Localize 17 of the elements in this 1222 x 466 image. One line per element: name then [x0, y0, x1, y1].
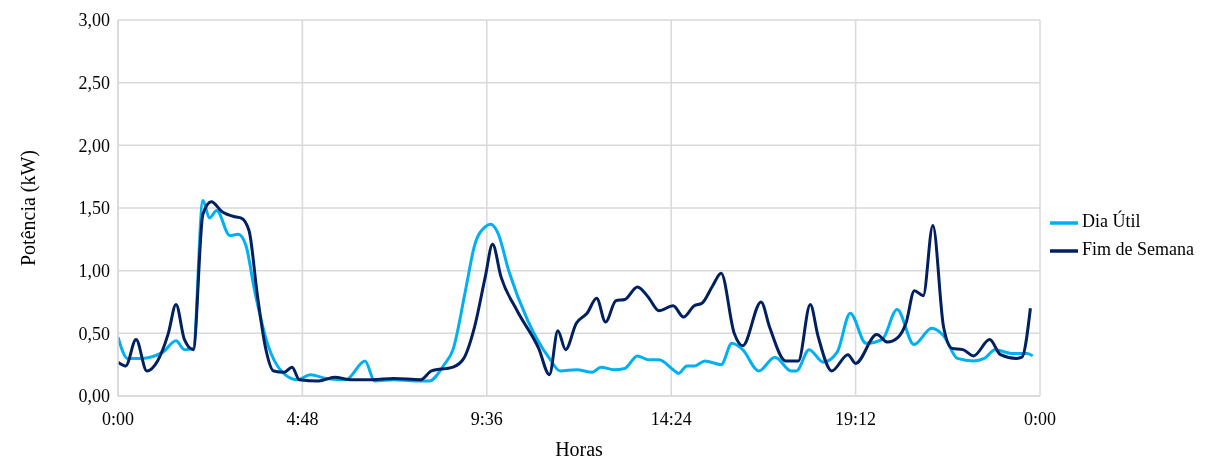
y-tick-label: 2,00 [78, 135, 110, 156]
y-tick-label: 0,00 [78, 386, 110, 407]
x-tick-label: 9:36 [470, 408, 503, 429]
y-tick-label: 2,50 [78, 73, 110, 94]
y-tick-label: 0,50 [78, 323, 110, 344]
y-tick-label: 1,50 [78, 198, 110, 219]
x-tick-label: 0:00 [1024, 408, 1057, 429]
x-tick-label: 4:48 [286, 408, 319, 429]
x-tick-label: 0:00 [101, 408, 135, 429]
x-tick-label: 14:24 [650, 408, 692, 429]
legend-label: Fim de Semana [1082, 239, 1194, 260]
y-tick-label: 3,00 [78, 10, 110, 31]
y-tick-label: 1,00 [78, 261, 110, 282]
legend-label: Dia Útil [1082, 211, 1141, 232]
y-axis-title: Potência (kW) [17, 149, 41, 267]
x-tick-label: 19:12 [835, 408, 877, 429]
x-axis-title: Horas [555, 438, 604, 460]
